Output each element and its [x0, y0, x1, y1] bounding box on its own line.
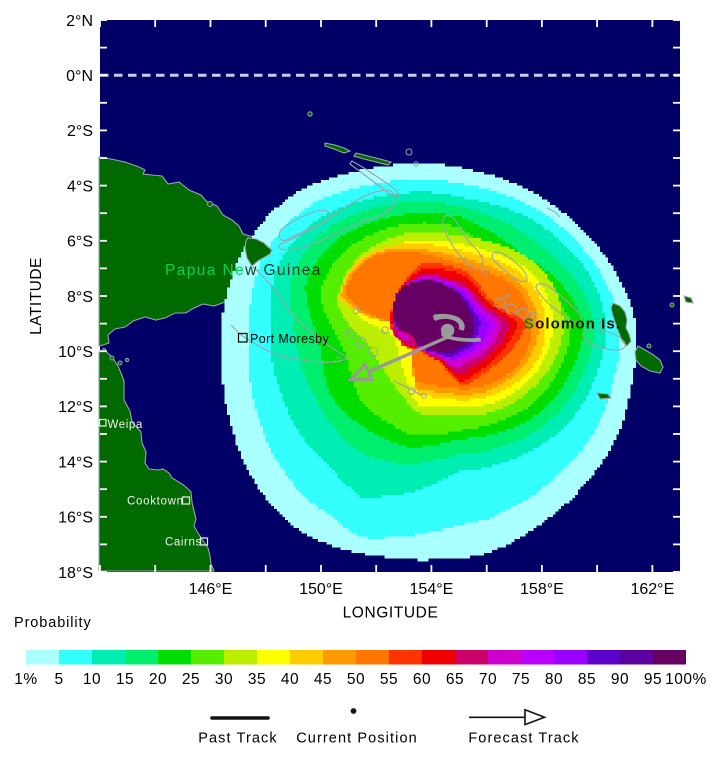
- svg-text:LONGITUDE: LONGITUDE: [343, 605, 439, 622]
- svg-text:LATITUDE: LATITUDE: [28, 257, 45, 335]
- svg-text:45: 45: [314, 671, 332, 688]
- svg-text:Solomon Is.: Solomon Is.: [524, 316, 621, 333]
- svg-text:Cooktown: Cooktown: [127, 496, 184, 508]
- svg-text:2°S: 2°S: [67, 123, 93, 140]
- svg-text:5: 5: [54, 671, 63, 688]
- svg-text:2°N: 2°N: [66, 13, 93, 30]
- svg-text:100%: 100%: [665, 671, 707, 688]
- svg-text:146°E: 146°E: [189, 581, 233, 598]
- svg-text:162°E: 162°E: [630, 581, 674, 598]
- svg-text:Forecast Track: Forecast Track: [468, 731, 579, 747]
- svg-text:90: 90: [611, 671, 629, 688]
- svg-text:40: 40: [281, 671, 299, 688]
- svg-text:1%: 1%: [14, 671, 37, 688]
- svg-text:12°S: 12°S: [58, 399, 93, 416]
- svg-text:154°E: 154°E: [410, 581, 454, 598]
- svg-text:Past Track: Past Track: [198, 731, 278, 747]
- svg-text:75: 75: [512, 671, 530, 688]
- svg-text:95: 95: [644, 671, 662, 688]
- svg-text:15: 15: [116, 671, 134, 688]
- svg-text:80: 80: [545, 671, 563, 688]
- svg-text:158°E: 158°E: [520, 581, 564, 598]
- svg-text:85: 85: [578, 671, 596, 688]
- svg-text:4°S: 4°S: [67, 178, 93, 195]
- svg-text:25: 25: [182, 671, 200, 688]
- svg-text:16°S: 16°S: [58, 510, 93, 527]
- svg-text:0°N: 0°N: [66, 68, 93, 85]
- svg-text:6°S: 6°S: [67, 234, 93, 251]
- svg-text:Port Moresby: Port Moresby: [250, 332, 329, 346]
- svg-text:18°S: 18°S: [58, 565, 93, 582]
- svg-text:20: 20: [149, 671, 167, 688]
- svg-text:Current Position: Current Position: [296, 731, 418, 747]
- svg-text:65: 65: [446, 671, 464, 688]
- svg-text:70: 70: [479, 671, 497, 688]
- svg-text:50: 50: [347, 671, 365, 688]
- svg-text:10: 10: [83, 671, 101, 688]
- svg-text:55: 55: [380, 671, 398, 688]
- svg-text:Cairns: Cairns: [165, 537, 202, 549]
- svg-text:150°E: 150°E: [299, 581, 343, 598]
- svg-text:60: 60: [413, 671, 431, 688]
- svg-text:8°S: 8°S: [67, 289, 93, 306]
- svg-text:Weipa: Weipa: [108, 419, 143, 431]
- svg-text:10°S: 10°S: [58, 344, 93, 361]
- svg-text:Probability: Probability: [14, 615, 92, 631]
- svg-text:Papua New Guinea: Papua New Guinea: [165, 262, 322, 279]
- svg-text:35: 35: [248, 671, 266, 688]
- svg-text:14°S: 14°S: [58, 454, 93, 471]
- svg-text:30: 30: [215, 671, 233, 688]
